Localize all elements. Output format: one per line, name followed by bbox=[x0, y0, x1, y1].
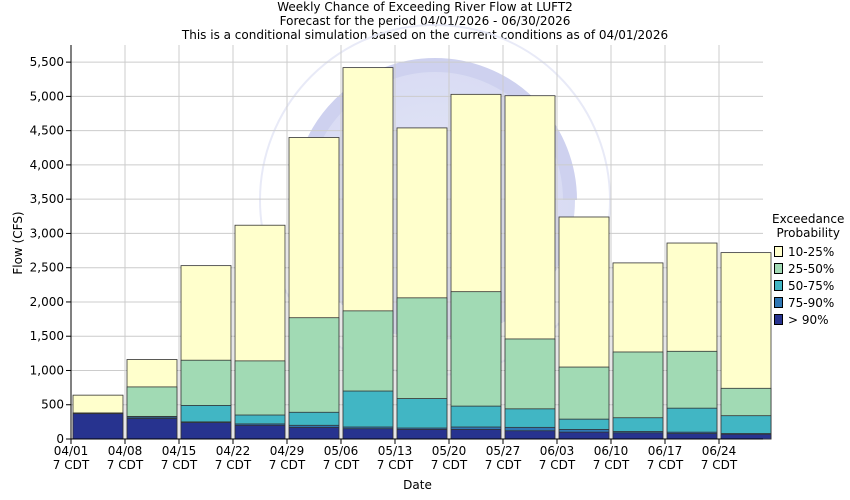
chart-subtitle: Forecast for the period 04/01/2026 - 06/… bbox=[279, 14, 571, 28]
legend-label: 10-25% bbox=[788, 244, 835, 259]
x-tick-zone-label: 7 CDT bbox=[215, 458, 252, 472]
x-tick-zone-label: 7 CDT bbox=[107, 458, 144, 472]
y-tick-label: 1,000 bbox=[30, 363, 64, 377]
x-tick-label: 05/27 bbox=[486, 444, 521, 458]
bar-90-6 bbox=[396, 429, 448, 440]
legend-item: 75-90% bbox=[774, 294, 844, 311]
legend-swatch bbox=[774, 246, 783, 257]
legend-item: 50-75% bbox=[774, 277, 844, 294]
x-tick-label: 06/10 bbox=[594, 444, 629, 458]
x-tick-zone-label: 7 CDT bbox=[539, 458, 576, 472]
x-tick-label: 04/01 bbox=[54, 444, 89, 458]
x-tick-zone-label: 7 CDT bbox=[53, 458, 90, 472]
legend-label: 50-75% bbox=[788, 278, 835, 293]
x-tick-label: 06/17 bbox=[648, 444, 683, 458]
x-tick-zone-label: 7 CDT bbox=[323, 458, 360, 472]
legend-label: > 90% bbox=[788, 312, 829, 327]
y-tick-label: 2,500 bbox=[30, 261, 64, 275]
x-tick-zone-label: 7 CDT bbox=[377, 458, 414, 472]
x-tick-label: 04/15 bbox=[162, 444, 197, 458]
legend-item: 25-50% bbox=[774, 260, 844, 277]
y-tick-label: 4,500 bbox=[30, 124, 64, 138]
bar-90-10 bbox=[612, 432, 664, 440]
bar-90-7 bbox=[450, 429, 502, 440]
legend-label: 25-50% bbox=[788, 261, 835, 276]
legend-swatch bbox=[774, 297, 783, 308]
x-tick-label: 04/08 bbox=[108, 444, 143, 458]
y-tick-label: 500 bbox=[41, 398, 64, 412]
bar-90-5 bbox=[342, 428, 394, 440]
bar-90-4 bbox=[288, 426, 340, 440]
bar-90-11 bbox=[666, 433, 718, 440]
legend-title: Exceedance bbox=[772, 212, 845, 226]
x-tick-zone-label: 7 CDT bbox=[647, 458, 684, 472]
y-tick-label: 5,500 bbox=[30, 55, 64, 69]
x-tick-label: 05/13 bbox=[378, 444, 413, 458]
x-tick-label: 04/22 bbox=[216, 444, 251, 458]
legend-swatch bbox=[774, 263, 783, 274]
x-tick-zone-label: 7 CDT bbox=[269, 458, 306, 472]
y-tick-label: 5,000 bbox=[30, 89, 64, 103]
bar-90-8 bbox=[504, 430, 556, 440]
x-axis-label: Date bbox=[403, 478, 432, 492]
y-tick-label: 1,500 bbox=[30, 329, 64, 343]
x-tick-zone-label: 7 CDT bbox=[431, 458, 468, 472]
x-tick-zone-label: 7 CDT bbox=[593, 458, 630, 472]
bar-90-12 bbox=[720, 433, 772, 440]
chart-title: Weekly Chance of Exceeding River Flow at… bbox=[277, 0, 573, 14]
x-tick-zone-label: 7 CDT bbox=[701, 458, 738, 472]
x-tick-zone-label: 7 CDT bbox=[485, 458, 522, 472]
legend-label: 75-90% bbox=[788, 295, 835, 310]
legend-item: 10-25% bbox=[774, 243, 844, 260]
y-axis-label: Flow (CFS) bbox=[11, 211, 25, 275]
y-tick-label: 3,500 bbox=[30, 192, 64, 206]
x-tick-label: 05/20 bbox=[432, 444, 467, 458]
x-tick-label: 06/03 bbox=[540, 444, 575, 458]
legend-item: > 90% bbox=[774, 311, 844, 328]
y-tick-label: 2,000 bbox=[30, 295, 64, 309]
x-tick-zone-label: 7 CDT bbox=[161, 458, 198, 472]
legend-title-2: Probability bbox=[776, 226, 840, 240]
legend-swatch bbox=[774, 280, 783, 291]
legend-swatch bbox=[774, 314, 783, 325]
bar-90-1 bbox=[126, 418, 178, 440]
bar-90-3 bbox=[234, 424, 286, 440]
x-tick-label: 06/24 bbox=[702, 444, 737, 458]
x-tick-label: 05/06 bbox=[324, 444, 359, 458]
y-tick-label: 4,000 bbox=[30, 158, 64, 172]
bar-90-0 bbox=[72, 413, 124, 440]
y-tick-label: 0 bbox=[56, 432, 64, 446]
bar-90-2 bbox=[180, 422, 232, 440]
x-tick-label: 04/29 bbox=[270, 444, 305, 458]
y-tick-label: 3,000 bbox=[30, 226, 64, 240]
bar-90-9 bbox=[558, 431, 610, 440]
chart-subtitle-2: This is a conditional simulation based o… bbox=[181, 28, 669, 42]
legend: Exceedance Probability 10-25% 25-50% 50-75… bbox=[772, 212, 844, 328]
